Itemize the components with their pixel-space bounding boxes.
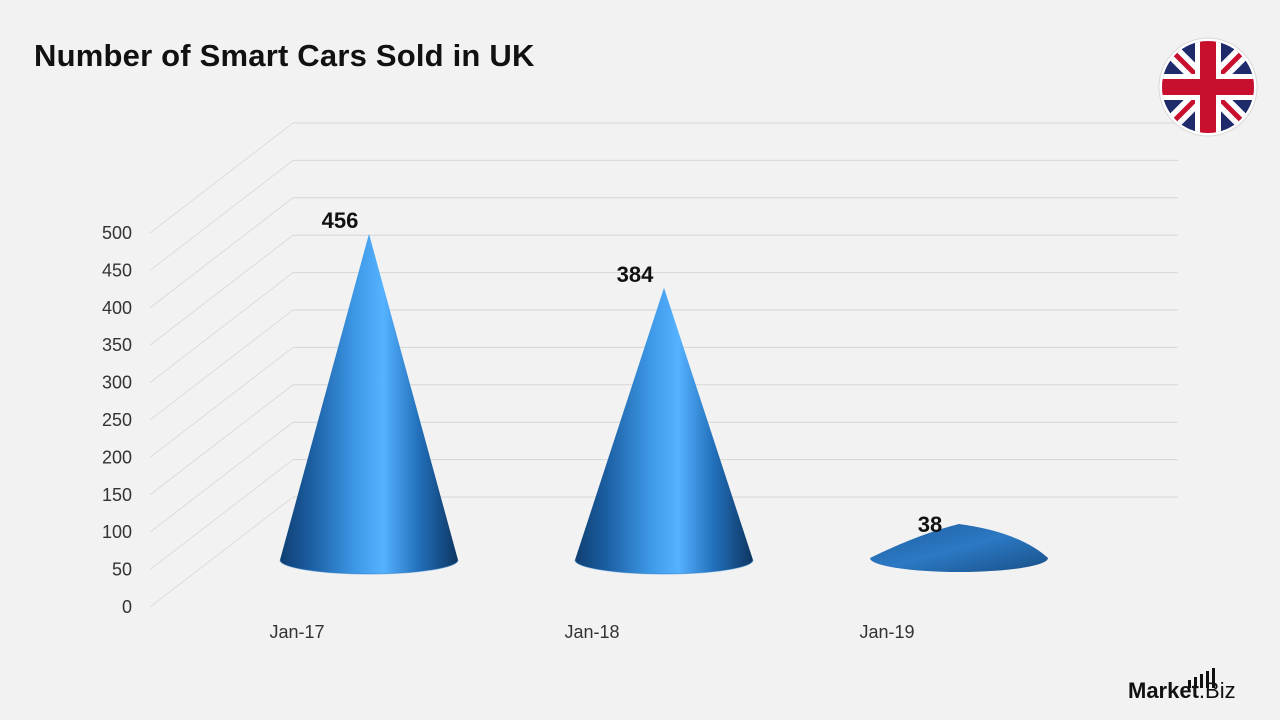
data-label-layer: 456 384 38 [322, 208, 943, 537]
gridline-depth [149, 459, 294, 570]
y-tick-label: 400 [102, 298, 132, 318]
cone-body [870, 524, 1048, 572]
chart-title: Number of Smart Cars Sold in UK [34, 38, 535, 73]
gridline-depth [149, 421, 294, 533]
y-tick-label: 200 [102, 447, 132, 467]
gridline-depth [149, 234, 294, 346]
cone-rim [574, 559, 754, 575]
y-tick-label: 450 [102, 260, 132, 280]
brand-logo: Market.Biz [1128, 678, 1236, 704]
cone-layer [279, 233, 1048, 575]
cone-bar [279, 233, 459, 575]
gridline-depth [149, 496, 294, 608]
data-label: 384 [617, 262, 654, 287]
gridline-depth [149, 122, 294, 234]
gridline-depth [149, 197, 294, 309]
y-axis: 0 50 100 150 200 250 300 350 400 450 500 [102, 223, 132, 617]
cone-body [575, 287, 753, 574]
x-tick-label: Jan-18 [564, 622, 619, 642]
brand-name-part1: Market [1128, 678, 1199, 703]
x-tick-label: Jan-17 [269, 622, 324, 642]
y-tick-label: 150 [102, 485, 132, 505]
y-tick-label: 300 [102, 373, 132, 393]
brand-name-part2: .Biz [1198, 678, 1236, 703]
cone-bar [870, 524, 1048, 572]
brand-logo-icon [1188, 668, 1215, 688]
x-tick-label: Jan-19 [859, 622, 914, 642]
gridline-depth [149, 384, 294, 496]
y-tick-label: 500 [102, 223, 132, 243]
gridline-depth [149, 272, 294, 383]
x-axis: Jan-17 Jan-18 Jan-19 [269, 622, 914, 642]
gridline-depth [149, 309, 294, 421]
gridline-depth [149, 347, 294, 458]
data-label: 456 [322, 208, 359, 233]
gridline-depth [149, 160, 294, 271]
cone-body [280, 233, 458, 575]
y-tick-label: 0 [122, 597, 132, 617]
y-tick-label: 50 [112, 560, 132, 580]
y-tick-label: 350 [102, 335, 132, 355]
uk-flag-icon [1158, 37, 1258, 137]
y-tick-label: 250 [102, 410, 132, 430]
cone-rim [279, 559, 459, 575]
cone-bar [574, 287, 754, 575]
data-label: 38 [918, 512, 942, 537]
grid-layer [149, 122, 1178, 608]
y-tick-label: 100 [102, 522, 132, 542]
